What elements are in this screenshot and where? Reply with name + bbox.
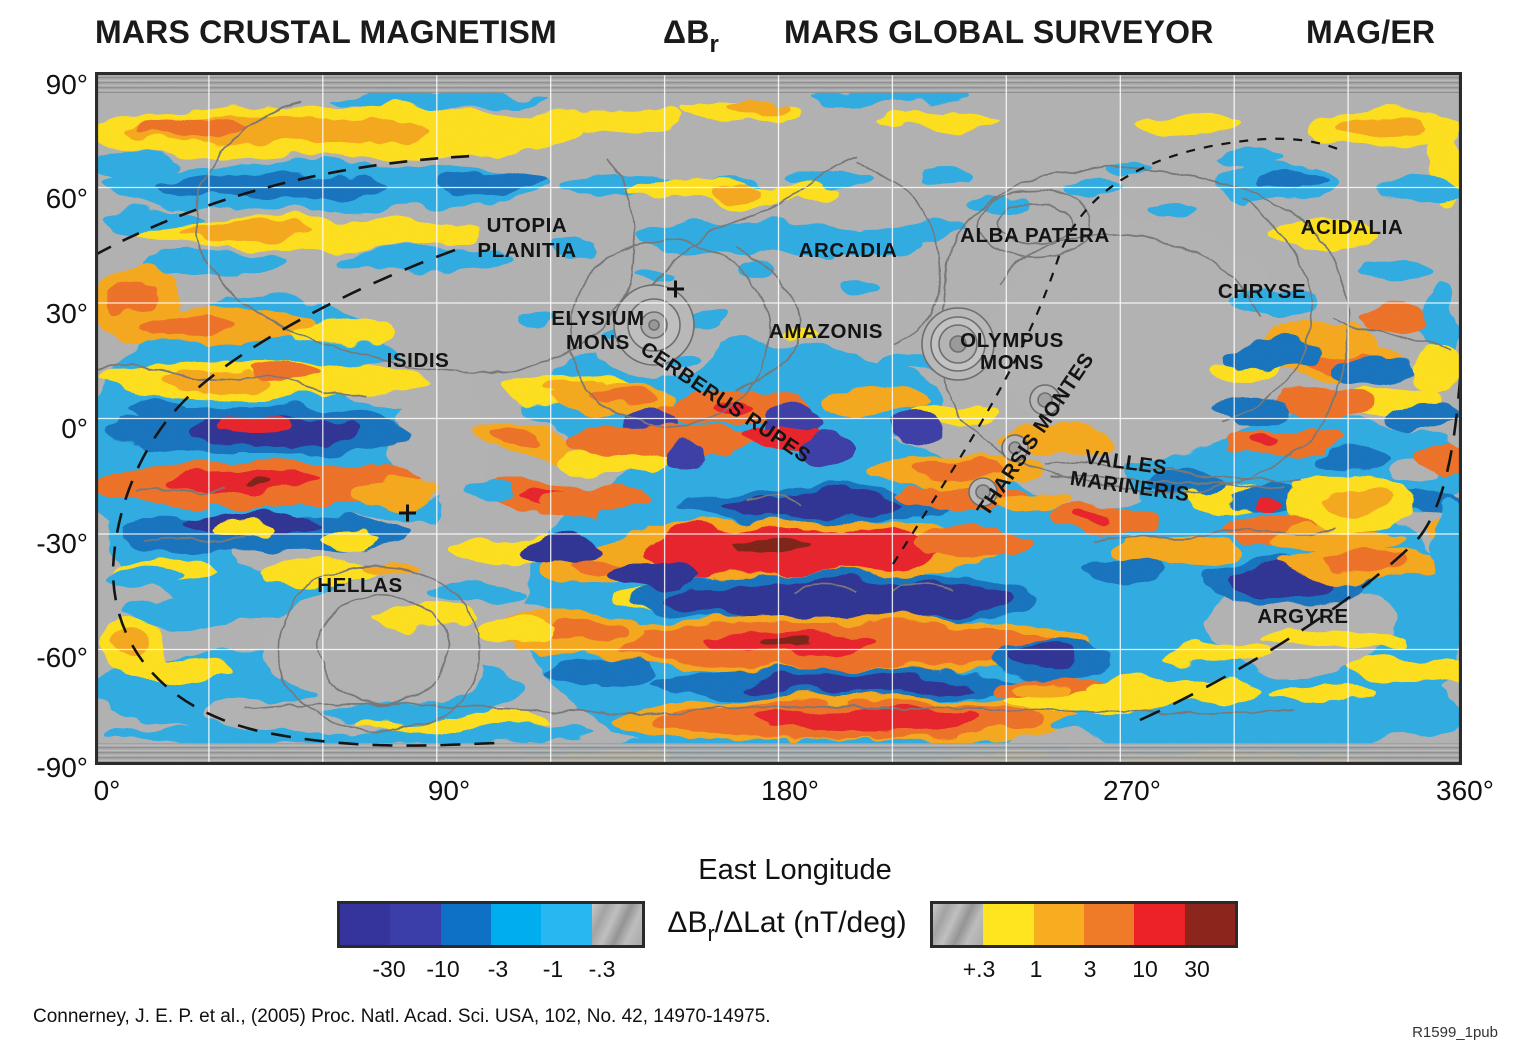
colorbar-positive xyxy=(930,901,1238,948)
lon-tick-360: 360° xyxy=(1436,775,1494,806)
colorbar-negative xyxy=(337,901,645,948)
colorbar-segment xyxy=(983,904,1034,945)
map-label-hellas: HELLAS xyxy=(317,574,403,597)
cross-marker-hellas xyxy=(399,504,416,522)
figure-title-left: MARS CRUSTAL MAGNETISM xyxy=(95,14,557,50)
colorbar-segment-terrain xyxy=(591,904,642,945)
colorbar-segment xyxy=(390,904,441,945)
map-label-argyre: ARGYRE xyxy=(1257,605,1348,628)
lat-tick-90: 90° xyxy=(45,69,88,100)
citation: Connerney, J. E. P. et al., (2005) Proc.… xyxy=(33,1006,771,1027)
map-label-planitia: PLANITIA xyxy=(477,239,576,262)
lat-tick-m30: -30° xyxy=(36,528,88,559)
grid-lines xyxy=(95,72,1462,765)
colorbar-segment xyxy=(541,904,592,945)
cb-tick-neg03: -.3 xyxy=(588,956,616,982)
lon-tick-0: 0° xyxy=(93,775,121,806)
volcano-shields xyxy=(613,284,1061,507)
figure-title-center: MARS GLOBAL SURVEYOR xyxy=(784,14,1214,50)
colorbar-segment xyxy=(340,904,391,945)
lon-tick-180: 180° xyxy=(761,775,819,806)
x-axis-label: East Longitude xyxy=(698,854,892,886)
map-label-arcadia: ARCADIA xyxy=(799,239,898,262)
figure-id: R1599_1pub xyxy=(1412,1024,1498,1041)
figure-title-delta-br: ΔBr xyxy=(663,14,720,59)
map-label-olympus-mons: MONS xyxy=(980,351,1044,374)
colorbar-segment xyxy=(1184,904,1235,945)
lon-tick-270: 270° xyxy=(1103,775,1161,806)
cb-tick-pos1: 1 xyxy=(1029,956,1043,982)
lat-tick-m60: -60° xyxy=(36,642,88,673)
map-label-acidalia: ACIDALIA xyxy=(1301,216,1404,239)
lat-tick-m90: -90° xyxy=(36,752,88,783)
map-label-alba-patera: ALBA PATERA xyxy=(960,224,1110,247)
map-layers: UTOPIA PLANITIA ARCADIA ALBA PATERA ACID… xyxy=(95,72,1462,765)
cb-tick-pos03: +.3 xyxy=(962,956,996,982)
dashed-boundary-curves xyxy=(95,137,1462,747)
cross-marker-elysium xyxy=(667,280,684,298)
lat-tick-0: 0° xyxy=(61,413,88,444)
map-label-isidis: ISIDIS xyxy=(387,349,450,372)
cb-tick-neg10: -10 xyxy=(426,956,460,982)
map-label-chryse: CHRYSE xyxy=(1218,280,1306,303)
map-label-elysium-mons: MONS xyxy=(566,331,630,354)
cb-tick-neg1: -1 xyxy=(542,956,564,982)
map-frame xyxy=(95,72,1462,765)
colorbar-segment-terrain xyxy=(933,904,984,945)
cb-tick-pos30: 30 xyxy=(1184,956,1210,982)
cb-tick-pos10: 10 xyxy=(1132,956,1158,982)
colorbar-segment xyxy=(1033,904,1084,945)
colorbar-segment xyxy=(440,904,491,945)
topography-contours xyxy=(95,101,1454,732)
map-label-amazonis: AMAZONIS xyxy=(769,320,883,343)
colorbar-label: ΔBr/ΔLat (nT/deg) xyxy=(667,906,907,946)
cb-tick-pos3: 3 xyxy=(1083,956,1097,982)
cb-tick-neg30: -30 xyxy=(372,956,406,982)
colorbar-segment xyxy=(1083,904,1135,945)
mars-map: UTOPIA PLANITIA ARCADIA ALBA PATERA ACID… xyxy=(95,72,1462,765)
colorbar-segment xyxy=(1134,904,1185,945)
lon-tick-90: 90° xyxy=(427,775,471,806)
colorbar-segment xyxy=(490,904,542,945)
lat-tick-30: 30° xyxy=(45,298,88,329)
map-label-olympus: OLYMPUS xyxy=(960,329,1064,352)
map-label-elysium: ELYSIUM xyxy=(551,307,644,330)
map-label-utopia: UTOPIA xyxy=(487,214,568,237)
lat-tick-60: 60° xyxy=(45,183,88,214)
cb-tick-neg3: -3 xyxy=(487,956,509,982)
figure-title-right: MAG/ER xyxy=(1306,14,1436,50)
